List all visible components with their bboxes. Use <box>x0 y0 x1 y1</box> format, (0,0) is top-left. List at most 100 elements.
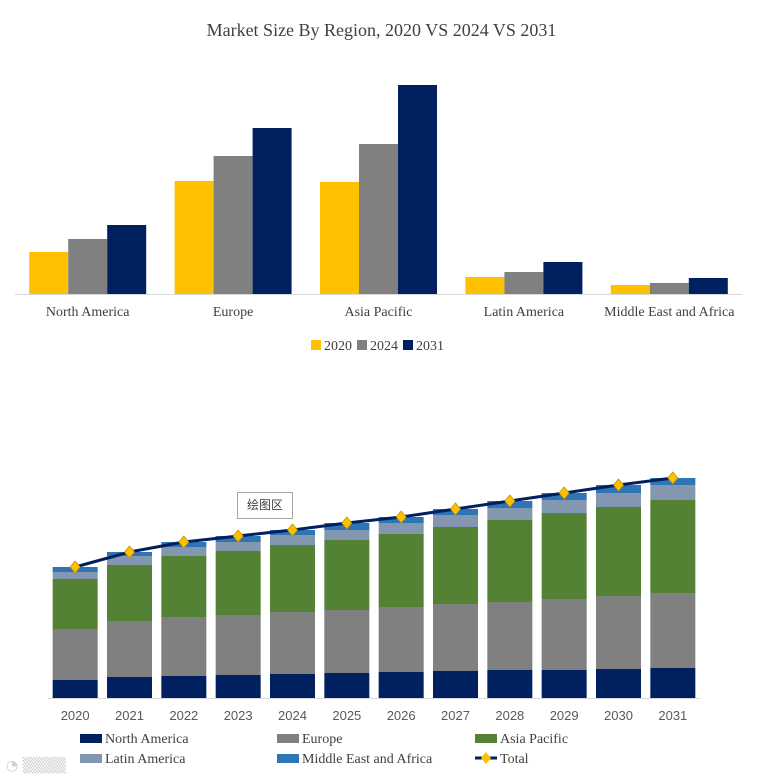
bar-2020-latin-america <box>465 277 505 294</box>
stack-latin-america-2025 <box>324 530 370 540</box>
bar-2031-middle-east-and-africa <box>688 278 728 294</box>
stack-asia-pacific-2020 <box>52 579 98 629</box>
stack-asia-pacific-2025 <box>324 540 370 610</box>
stack-europe-2026 <box>378 607 424 672</box>
stack-asia-pacific-2021 <box>107 565 152 621</box>
stack-north-america-2028 <box>487 670 533 698</box>
legend-label: Latin America <box>105 752 186 767</box>
chart-title: Market Size By Region, 2020 VS 2024 VS 2… <box>206 20 557 40</box>
total-marker-2021 <box>123 545 136 559</box>
x-tick-label: 2023 <box>224 708 253 723</box>
legend-label: 2024 <box>370 339 398 354</box>
legend-swatch-north-america <box>80 734 102 743</box>
bar-2024-middle-east-and-africa <box>649 283 689 294</box>
stack-north-america-2023 <box>215 675 261 698</box>
legend-swatch-2020 <box>311 340 321 350</box>
bar-2024-europe <box>213 156 253 294</box>
stack-asia-pacific-2027 <box>433 527 478 604</box>
legend-swatch-latin-america <box>80 754 102 763</box>
stack-asia-pacific-2029 <box>541 513 587 599</box>
legend-total-marker <box>481 752 491 764</box>
x-tick-label: 2024 <box>278 708 307 723</box>
total-line <box>74 476 674 569</box>
bar-2024-latin-america <box>504 272 544 294</box>
legend-label: Asia Pacific <box>500 732 568 747</box>
stack-asia-pacific-2028 <box>487 520 533 602</box>
stack-europe-2020 <box>52 629 98 680</box>
plot-area-tooltip: 绘图区 <box>237 492 293 519</box>
total-marker-2020 <box>69 560 81 574</box>
total-marker-2031 <box>667 471 679 485</box>
legend-label: North America <box>105 732 189 747</box>
bar-2020-middle-east-and-africa <box>610 285 650 294</box>
x-tick-label: Latin America <box>484 305 565 320</box>
stack-north-america-2020 <box>52 680 98 698</box>
stack-north-america-2021 <box>107 677 152 698</box>
stack-europe-2028 <box>487 602 533 670</box>
bar-2024-asia-pacific <box>359 144 398 294</box>
stack-europe-2029 <box>541 599 587 670</box>
stack-europe-2025 <box>324 610 370 673</box>
total-marker-2022 <box>178 535 190 549</box>
bar-2031-europe <box>252 128 292 294</box>
stack-latin-america-2031 <box>650 485 696 500</box>
legend-label: Total <box>500 752 529 767</box>
stack-north-america-2027 <box>433 671 478 698</box>
bar-2031-north-america <box>107 225 147 294</box>
legend-swatch-2024 <box>357 340 367 350</box>
stack-asia-pacific-2026 <box>378 534 424 607</box>
stack-europe-2024 <box>270 612 315 674</box>
bar-2024-north-america <box>68 239 108 294</box>
watermark-logo: ◔ ▒▒▒▒ <box>6 758 66 774</box>
stack-north-america-2029 <box>541 670 587 698</box>
stack-europe-2027 <box>433 604 478 671</box>
x-tick-label: Europe <box>213 305 253 320</box>
bar-2031-asia-pacific <box>398 85 437 294</box>
bar-2031-latin-america <box>543 262 583 294</box>
total-marker-2026 <box>395 510 407 524</box>
stack-latin-america-2020 <box>52 572 98 579</box>
x-tick-label: 2027 <box>441 708 470 723</box>
stack-asia-pacific-2022 <box>161 556 207 617</box>
stack-latin-america-2029 <box>541 500 587 513</box>
stack-asia-pacific-2030 <box>596 507 641 596</box>
total-marker-2028 <box>504 494 516 508</box>
stack-asia-pacific-2031 <box>650 500 696 593</box>
stack-europe-2031 <box>650 593 696 668</box>
bar-2020-asia-pacific <box>320 182 359 294</box>
stack-europe-2022 <box>161 617 207 676</box>
x-tick-label: 2031 <box>658 708 687 723</box>
x-tick-label: 2022 <box>169 708 198 723</box>
stack-north-america-2026 <box>378 672 424 698</box>
x-tick-label: Middle East and Africa <box>604 305 735 320</box>
legend-label: 2020 <box>324 339 352 354</box>
x-tick-label: 2021 <box>115 708 144 723</box>
total-marker-2024 <box>286 523 299 537</box>
total-marker-2025 <box>341 516 353 530</box>
legend-label: Middle East and Africa <box>302 752 433 767</box>
stack-north-america-2024 <box>270 674 315 698</box>
total-marker-2030 <box>612 478 625 492</box>
stack-europe-2021 <box>107 621 152 677</box>
stack-latin-america-2026 <box>378 523 424 534</box>
x-tick-label: 2025 <box>332 708 361 723</box>
stack-north-america-2030 <box>596 669 641 698</box>
stack-north-america-2031 <box>650 668 696 698</box>
total-marker-2027 <box>449 502 462 516</box>
stack-latin-america-2028 <box>487 508 533 520</box>
stack-latin-america-2023 <box>215 542 261 551</box>
x-tick-label: 2028 <box>495 708 524 723</box>
x-tick-label: Asia Pacific <box>344 305 412 320</box>
x-tick-label: 2026 <box>387 708 416 723</box>
legend-swatch-europe <box>277 734 299 743</box>
bar-2020-europe <box>174 181 214 294</box>
total-marker-2023 <box>232 529 244 543</box>
stack-latin-america-2030 <box>596 493 641 507</box>
total-marker-2029 <box>558 486 570 500</box>
x-tick-label: 2029 <box>550 708 579 723</box>
stack-latin-america-2024 <box>270 535 315 545</box>
stack-latin-america-2022 <box>161 547 207 556</box>
stack-europe-2023 <box>215 615 261 675</box>
x-tick-label: 2030 <box>604 708 633 723</box>
